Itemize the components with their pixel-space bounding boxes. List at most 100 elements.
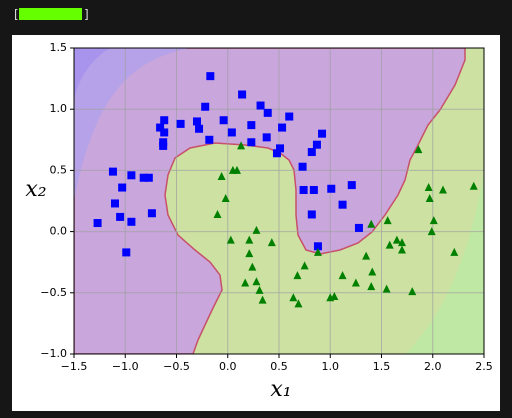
triangle-marker (450, 247, 459, 256)
triangle-marker (424, 183, 433, 192)
triangle-marker (385, 240, 394, 249)
triangle-marker (367, 219, 376, 228)
square-marker (193, 117, 201, 126)
triangle-marker (221, 194, 230, 203)
triangle-marker (217, 172, 226, 181)
triangle-marker (351, 278, 360, 287)
x-tick-label: −0.5 (163, 360, 190, 373)
y-tick-label: 0.0 (50, 225, 68, 238)
triangle-marker (439, 185, 447, 194)
triangle-marker (313, 247, 322, 256)
square-marker (205, 135, 214, 144)
square-marker (118, 183, 127, 192)
square-marker (159, 141, 168, 150)
square-marker (298, 162, 307, 171)
triangle-marker (245, 249, 254, 258)
triangle-marker (226, 235, 235, 244)
triangle-marker (367, 282, 376, 291)
triangle-marker (382, 284, 391, 293)
square-marker (272, 149, 281, 158)
square-marker (354, 223, 363, 232)
triangle-marker (255, 285, 264, 294)
square-marker (195, 124, 204, 133)
y-tick-label: −0.5 (40, 286, 67, 299)
triangle-marker (252, 225, 261, 234)
square-marker (247, 121, 256, 130)
contour (74, 48, 190, 200)
triangle-marker (368, 267, 377, 276)
square-marker (256, 101, 265, 110)
x-tick-label: −1.0 (112, 360, 139, 373)
square-marker (307, 148, 316, 157)
square-marker (139, 173, 148, 182)
square-marker (313, 242, 322, 251)
progress-open: [ (14, 8, 19, 22)
triangle-marker (429, 216, 438, 225)
triangle-marker (258, 295, 267, 304)
contour (405, 170, 484, 354)
square-marker (93, 219, 102, 228)
progress-close: ] (84, 8, 89, 22)
square-marker (127, 171, 136, 180)
triangle-marker (362, 251, 371, 260)
y-tick-label: 1.0 (50, 102, 68, 115)
square-marker (108, 167, 117, 176)
triangle-marker (213, 209, 222, 218)
triangle-marker (408, 287, 417, 296)
square-marker (219, 116, 228, 125)
y-axis-label: x₂ (25, 177, 46, 202)
square-marker (276, 144, 285, 153)
square-marker (147, 209, 156, 218)
square-marker (160, 116, 169, 125)
triangle-marker (330, 291, 339, 300)
triangle-marker (294, 299, 303, 308)
square-marker (309, 185, 318, 194)
x-tick-label: −1.5 (61, 360, 88, 373)
triangle-marker (392, 235, 401, 244)
square-marker (347, 181, 356, 190)
triangle-marker (267, 238, 276, 247)
x-axis-label: x₁ (270, 377, 291, 402)
triangle-marker (237, 141, 246, 150)
triangle-marker (300, 261, 309, 270)
triangle-marker (414, 145, 423, 154)
y-tick-label: −1.0 (40, 347, 67, 360)
triangle-marker (293, 271, 302, 280)
square-marker (299, 185, 308, 194)
square-marker (327, 184, 336, 193)
square-marker (312, 140, 321, 149)
triangle-marker (248, 262, 257, 271)
x-tick-label: 1.5 (373, 360, 391, 373)
triangle-marker (427, 227, 436, 236)
triangle-marker (383, 216, 392, 225)
triangle-marker (289, 293, 298, 302)
square-marker (307, 210, 316, 219)
triangle-marker (469, 181, 478, 190)
y-tick-label: 0.5 (50, 163, 68, 176)
square-marker (156, 123, 165, 132)
x-tick-label: 2.0 (424, 360, 442, 373)
triangle-marker (241, 278, 250, 287)
square-marker (201, 102, 210, 111)
square-marker (111, 199, 119, 208)
square-marker (263, 108, 272, 117)
progress-bar (19, 8, 82, 20)
triangle-marker (398, 245, 406, 254)
square-marker (338, 200, 347, 209)
triangle-marker (232, 165, 241, 174)
x-tick-label: 1.0 (322, 360, 340, 373)
y-tick-label: 1.5 (50, 41, 68, 54)
square-marker (176, 119, 185, 128)
square-marker (247, 138, 256, 147)
square-marker (127, 217, 136, 226)
triangle-marker (398, 238, 406, 247)
contour (74, 48, 110, 100)
square-marker (206, 72, 215, 81)
square-marker (160, 128, 169, 137)
x-tick-label: 2.5 (475, 360, 493, 373)
square-marker (238, 90, 247, 99)
markers (93, 72, 478, 308)
square-marker (122, 248, 131, 257)
